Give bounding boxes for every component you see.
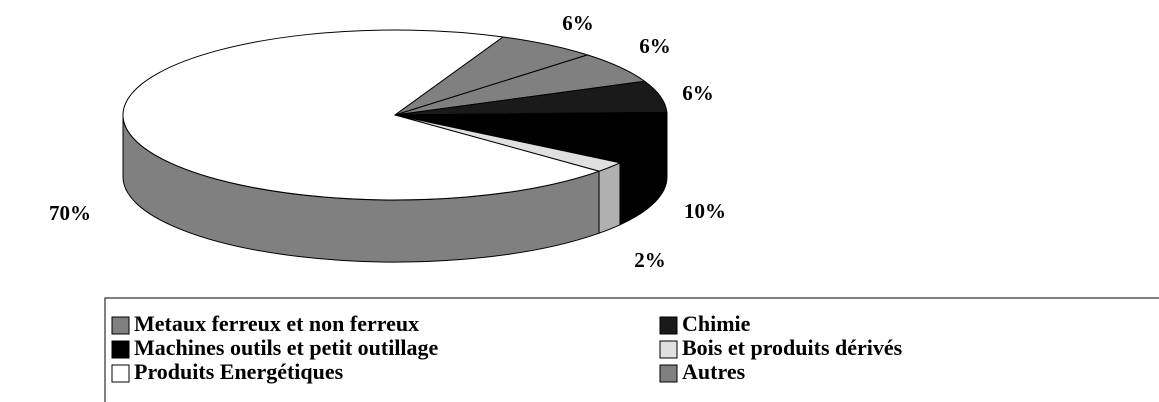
- legend-label: Autres: [682, 359, 746, 384]
- legend-label: Metaux ferreux et non ferreux: [134, 311, 419, 336]
- legend-swatch: [659, 340, 678, 359]
- legend-label: Machines outils et petit outillage: [134, 335, 439, 360]
- data-label: 70%: [49, 201, 91, 225]
- data-label: 6%: [639, 34, 671, 58]
- legend-swatch: [659, 364, 678, 383]
- legend-label: Produits Energétiques: [134, 359, 344, 384]
- legend-swatch: [111, 340, 130, 359]
- legend-swatch: [111, 316, 130, 335]
- legend-swatch: [659, 316, 678, 335]
- legend-swatch: [111, 364, 130, 383]
- pie-slice: [394, 36, 590, 116]
- pie-side: [598, 161, 621, 234]
- legend-label: Chimie: [682, 311, 751, 336]
- data-label: 10%: [684, 199, 726, 223]
- pie-slice: [394, 111, 668, 164]
- data-label: 6%: [562, 11, 594, 35]
- legend-border: [104, 297, 1159, 402]
- pie-slice: [122, 29, 601, 201]
- legend-label: Bois et produits dérivés: [682, 335, 903, 360]
- data-label: 2%: [634, 248, 666, 272]
- data-label: 6%: [682, 81, 714, 105]
